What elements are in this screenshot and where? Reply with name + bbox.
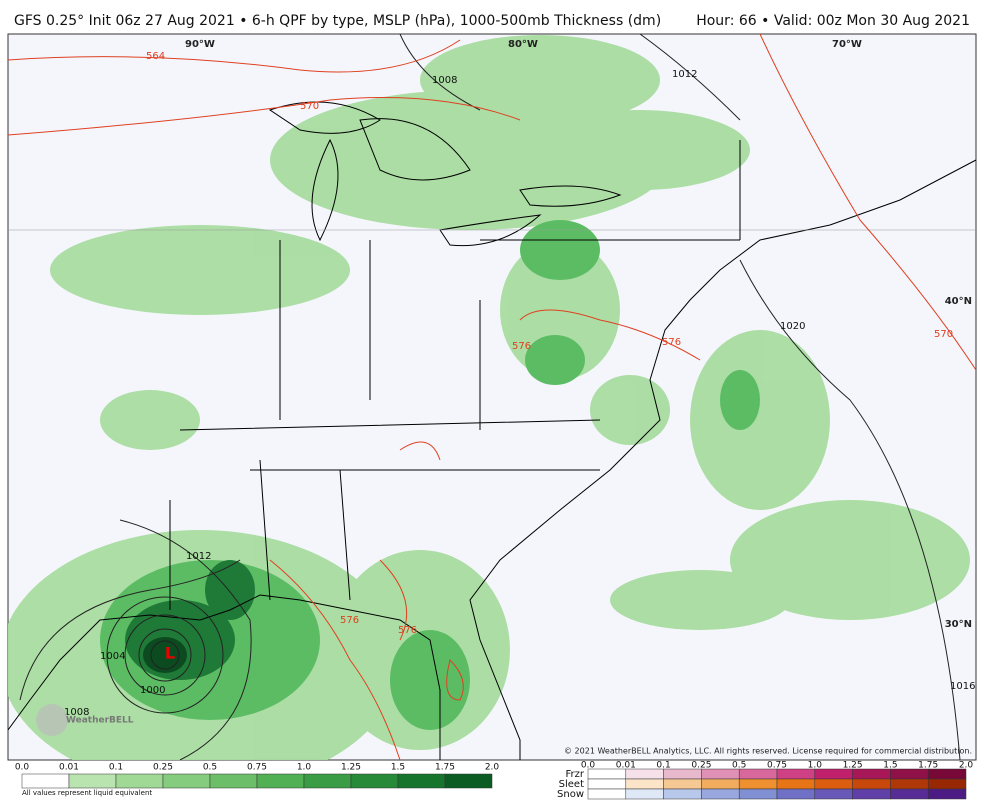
type-tick: 0.1 [656,761,670,771]
rain-tick: 0.25 [153,763,173,773]
type-swatch [852,778,891,790]
rain-swatch [68,773,117,789]
type-swatch [927,788,967,800]
rain-swatch [162,773,211,789]
thickness-label: 564 [146,51,165,62]
rain-tick: 1.75 [435,763,455,773]
rain-swatch [397,773,446,789]
pressure-label: 1016 [950,681,975,692]
low-marker: L [165,644,175,663]
legend: 0.0 0.01 0.1 0.25 0.5 0.75 1.0 1.25 1.5 1.75 2.0 0.… [15,761,974,801]
thickness-label: 570 [300,101,319,112]
pressure-label: 1012 [672,69,697,80]
type-swatch [776,788,816,800]
type-name: Frzr [566,769,585,780]
rain-swatch [115,773,164,789]
type-swatch [890,788,929,800]
rain-tick: 1.25 [341,763,361,773]
pressure-label: 1008 [432,75,457,86]
type-name: Snow [557,789,584,800]
rain-swatch [444,773,493,789]
longitude-label: 90°W [185,39,215,50]
copyright: © 2021 WeatherBELL Analytics, LLC. All r… [564,747,972,756]
thickness-label: 576 [662,337,681,348]
type-tick: 0.75 [767,761,787,771]
rain-swatch [209,773,258,789]
type-swatch [625,788,664,800]
type-swatch [852,768,891,780]
type-tick: 1.5 [883,761,897,771]
thickness-label: 576 [512,341,531,352]
map: 90°W 80°W 70°W 40°N 30°N 1008 1012 1020 … [7,33,977,761]
rain-tick: 1.0 [297,763,312,773]
type-tick: 2.0 [959,761,974,771]
pressure-label: 1012 [186,551,211,562]
type-swatch [701,788,740,800]
type-swatch [738,768,778,780]
rain-swatch [21,773,70,789]
rain-swatch [303,773,352,789]
latitude-label: 40°N [945,296,972,307]
type-swatch [927,778,967,790]
rain-tick: 0.01 [59,763,79,773]
rain-swatch [350,773,399,789]
thickness-label: 570 [934,329,953,340]
type-swatch [852,788,891,800]
latitude-label: 30°N [945,619,972,630]
type-swatch [701,778,740,790]
type-swatch [814,788,853,800]
type-tick: 1.75 [918,761,938,771]
rain-tick: 1.5 [391,763,405,773]
type-swatch [927,768,967,780]
type-tick: 0.5 [732,761,746,771]
type-swatch [663,788,702,800]
type-tick: 1.25 [843,761,863,771]
rain-tick: 0.0 [15,763,30,773]
type-swatch [663,778,702,790]
type-swatch [776,768,816,780]
rain-tick: 2.0 [485,763,500,773]
thickness-label: 576 [340,615,359,626]
type-swatch [701,768,740,780]
rain-swatch [256,773,305,789]
type-swatch [625,768,664,780]
type-swatch [738,788,778,800]
type-swatch [890,778,929,790]
type-swatch [625,778,664,790]
type-tick: 0.0 [581,761,596,771]
type-swatch [663,768,702,780]
type-swatch [587,788,627,800]
pressure-label: 1004 [100,651,125,662]
type-swatch [814,778,853,790]
type-name: Sleet [559,779,584,790]
logo: WeatherBELL [66,716,134,726]
type-tick: 1.0 [808,761,823,771]
type-swatch [587,778,627,790]
rain-tick: 0.5 [203,763,217,773]
pressure-label: 1000 [140,685,165,696]
type-swatch [587,768,627,780]
rain-note: All values represent liquid equivalent [22,789,152,797]
type-swatch [814,768,853,780]
type-swatch [890,768,929,780]
longitude-label: 70°W [832,39,862,50]
rain-tick: 0.75 [247,763,267,773]
type-swatch [738,778,778,790]
longitude-label: 80°W [508,39,538,50]
type-tick: 0.01 [616,761,636,771]
thickness-label: 576 [398,625,417,636]
pressure-label: 1020 [780,321,805,332]
pressure-label: 1008 [64,707,89,718]
type-swatch [776,778,816,790]
type-tick: 0.25 [691,761,711,771]
header-title: GFS 0.25° Init 06z 27 Aug 2021 • 6-h QPF… [14,13,661,29]
header-valid: Hour: 66 • Valid: 00z Mon 30 Aug 2021 [696,13,970,29]
rain-tick: 0.1 [109,763,123,773]
